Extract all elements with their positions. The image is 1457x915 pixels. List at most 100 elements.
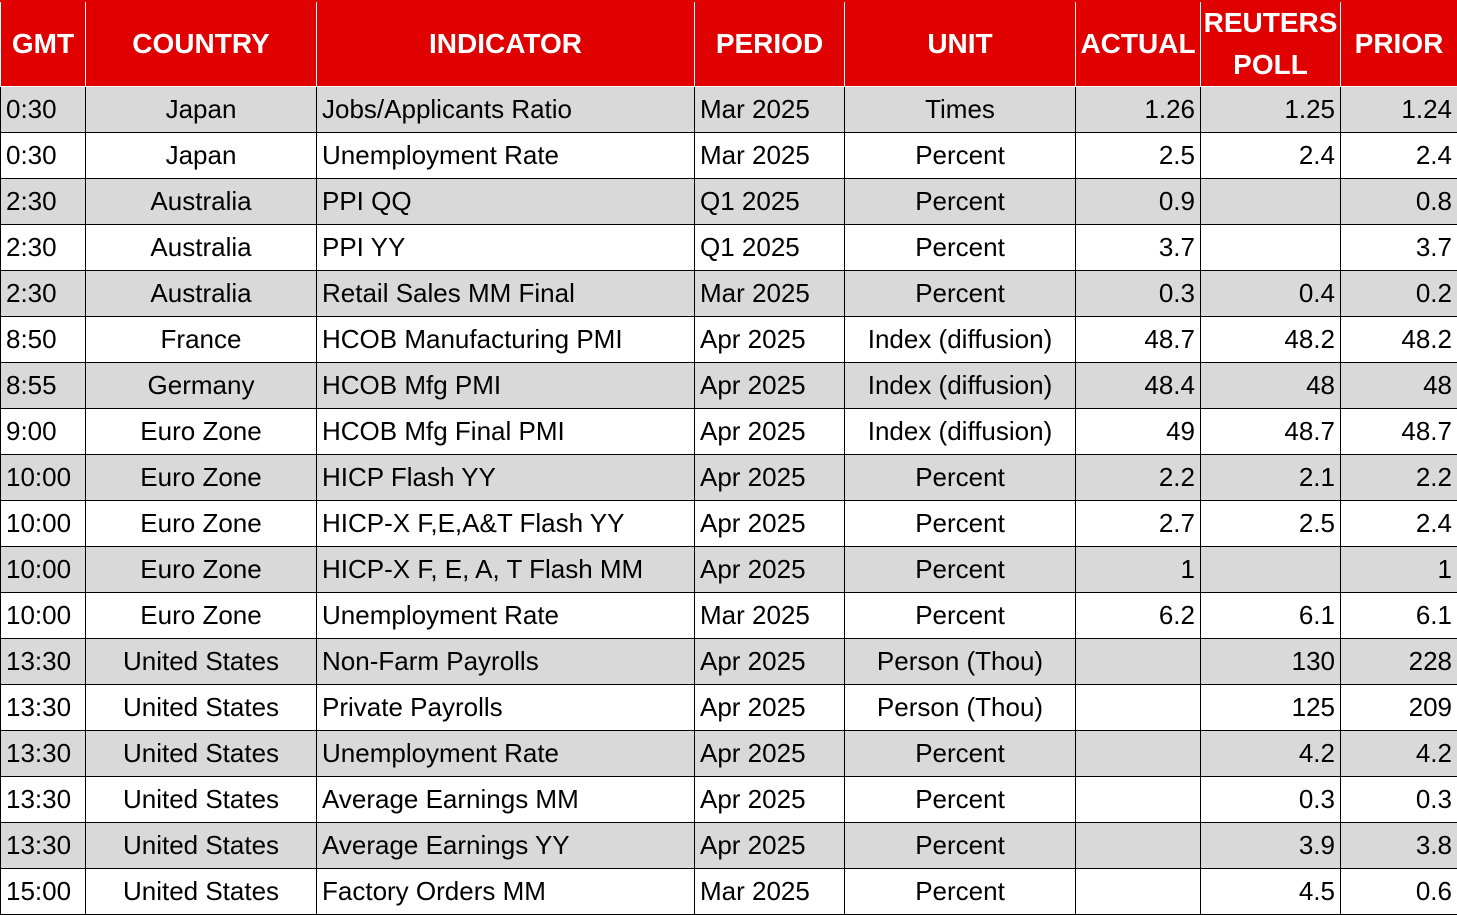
actual-cell: 1.26: [1076, 87, 1201, 133]
prior-cell: 0.6: [1341, 869, 1457, 915]
period-cell: Apr 2025: [695, 685, 845, 731]
gmt-cell: 2:30: [1, 179, 86, 225]
period-cell: Apr 2025: [695, 777, 845, 823]
country-cell: Australia: [86, 271, 317, 317]
unit-cell: Percent: [845, 455, 1076, 501]
header-prior: PRIOR: [1341, 1, 1457, 87]
country-cell: Euro Zone: [86, 593, 317, 639]
prior-cell: 228: [1341, 639, 1457, 685]
country-cell: United States: [86, 869, 317, 915]
indicator-cell: Average Earnings YY: [317, 823, 695, 869]
period-cell: Apr 2025: [695, 823, 845, 869]
actual-cell: 2.5: [1076, 133, 1201, 179]
gmt-cell: 2:30: [1, 225, 86, 271]
period-cell: Mar 2025: [695, 869, 845, 915]
header-indicator: INDICATOR: [317, 1, 695, 87]
country-cell: United States: [86, 639, 317, 685]
unit-cell: Percent: [845, 777, 1076, 823]
reuters-poll-cell: 1.25: [1201, 87, 1341, 133]
indicator-cell: PPI YY: [317, 225, 695, 271]
indicator-cell: Private Payrolls: [317, 685, 695, 731]
period-cell: Mar 2025: [695, 271, 845, 317]
reuters-poll-cell: 130: [1201, 639, 1341, 685]
unit-cell: Index (diffusion): [845, 409, 1076, 455]
period-cell: Apr 2025: [695, 409, 845, 455]
period-cell: Apr 2025: [695, 547, 845, 593]
header-actual: ACTUAL: [1076, 1, 1201, 87]
unit-cell: Percent: [845, 501, 1076, 547]
reuters-poll-cell: 6.1: [1201, 593, 1341, 639]
actual-cell: 2.2: [1076, 455, 1201, 501]
prior-cell: 48: [1341, 363, 1457, 409]
gmt-cell: 9:00: [1, 409, 86, 455]
gmt-cell: 10:00: [1, 547, 86, 593]
prior-cell: 4.2: [1341, 731, 1457, 777]
country-cell: Euro Zone: [86, 409, 317, 455]
prior-cell: 209: [1341, 685, 1457, 731]
indicator-cell: HCOB Manufacturing PMI: [317, 317, 695, 363]
prior-cell: 3.8: [1341, 823, 1457, 869]
country-cell: United States: [86, 685, 317, 731]
country-cell: France: [86, 317, 317, 363]
country-cell: United States: [86, 823, 317, 869]
actual-cell: [1076, 685, 1201, 731]
header-reuters-poll: REUTERS POLL: [1201, 1, 1341, 87]
prior-cell: 3.7: [1341, 225, 1457, 271]
indicator-cell: Unemployment Rate: [317, 593, 695, 639]
gmt-cell: 10:00: [1, 501, 86, 547]
prior-cell: 2.2: [1341, 455, 1457, 501]
country-cell: Japan: [86, 133, 317, 179]
reuters-poll-cell: [1201, 225, 1341, 271]
indicator-cell: Jobs/Applicants Ratio: [317, 87, 695, 133]
indicator-cell: Non-Farm Payrolls: [317, 639, 695, 685]
unit-cell: Percent: [845, 179, 1076, 225]
period-cell: Apr 2025: [695, 639, 845, 685]
period-cell: Mar 2025: [695, 133, 845, 179]
reuters-poll-cell: 2.5: [1201, 501, 1341, 547]
country-cell: Euro Zone: [86, 547, 317, 593]
reuters-poll-cell: 48.7: [1201, 409, 1341, 455]
unit-cell: Person (Thou): [845, 639, 1076, 685]
reuters-poll-cell: 0.3: [1201, 777, 1341, 823]
reuters-poll-cell: 3.9: [1201, 823, 1341, 869]
gmt-cell: 15:00: [1, 869, 86, 915]
period-cell: Apr 2025: [695, 731, 845, 777]
actual-cell: 1: [1076, 547, 1201, 593]
reuters-poll-cell: 48: [1201, 363, 1341, 409]
unit-cell: Percent: [845, 823, 1076, 869]
period-cell: Apr 2025: [695, 363, 845, 409]
actual-cell: 48.7: [1076, 317, 1201, 363]
prior-cell: 48.2: [1341, 317, 1457, 363]
unit-cell: Times: [845, 87, 1076, 133]
unit-cell: Percent: [845, 133, 1076, 179]
country-cell: Euro Zone: [86, 501, 317, 547]
country-cell: Japan: [86, 87, 317, 133]
country-cell: United States: [86, 731, 317, 777]
reuters-poll-cell: 4.5: [1201, 869, 1341, 915]
gmt-cell: 13:30: [1, 639, 86, 685]
gmt-cell: 2:30: [1, 271, 86, 317]
header-country: COUNTRY: [86, 1, 317, 87]
actual-cell: [1076, 823, 1201, 869]
gmt-cell: 13:30: [1, 777, 86, 823]
reuters-poll-cell: 0.4: [1201, 271, 1341, 317]
header-unit: UNIT: [845, 1, 1076, 87]
indicator-cell: Retail Sales MM Final: [317, 271, 695, 317]
indicator-cell: Unemployment Rate: [317, 731, 695, 777]
indicator-cell: Unemployment Rate: [317, 133, 695, 179]
gmt-cell: 13:30: [1, 823, 86, 869]
gmt-cell: 10:00: [1, 593, 86, 639]
unit-cell: Percent: [845, 271, 1076, 317]
indicator-cell: Factory Orders MM: [317, 869, 695, 915]
actual-cell: [1076, 639, 1201, 685]
actual-cell: [1076, 731, 1201, 777]
reuters-poll-cell: 48.2: [1201, 317, 1341, 363]
